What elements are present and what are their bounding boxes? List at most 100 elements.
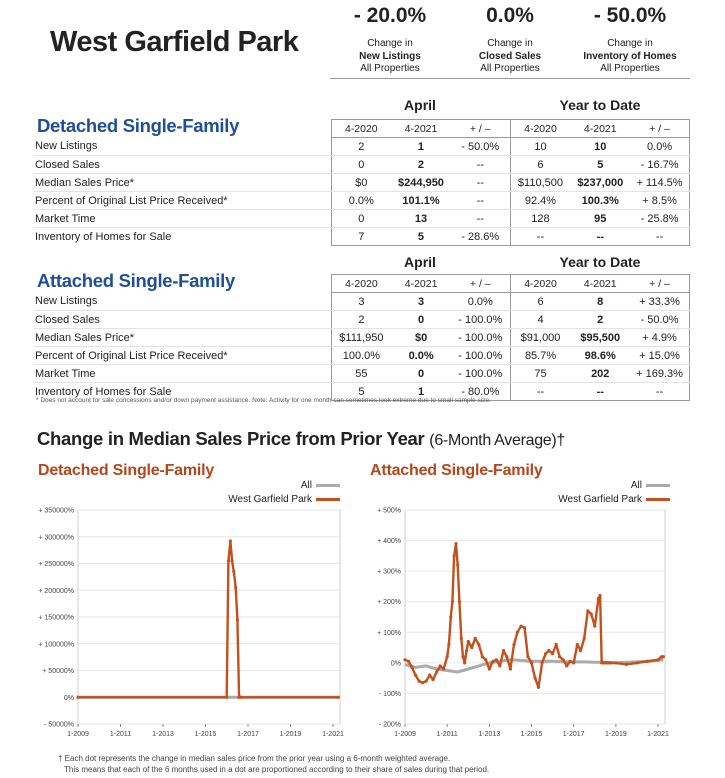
attached-period-ytd: Year to Date: [559, 254, 641, 270]
data-point: [449, 615, 453, 619]
stat-value: - 50.0%: [593, 4, 667, 27]
col-header: + / –: [630, 274, 691, 293]
table-row: Percent of Original List Price Received*…: [34, 346, 691, 365]
cell: 98.6%: [570, 346, 631, 365]
header-spacer: [34, 120, 331, 138]
data-point: [522, 626, 527, 630]
data-point: [463, 661, 467, 665]
data-point: [568, 659, 572, 663]
cell: 0.0%: [391, 346, 451, 365]
data-point: [505, 655, 509, 659]
y-tick-label: + 350000%: [38, 508, 74, 515]
stat-line1: Change in: [367, 38, 413, 49]
cell: $91,000: [509, 328, 571, 347]
data-point: [452, 554, 456, 558]
table-row: Median Sales Price* $111,950 $0 - 100.0%…: [34, 328, 691, 347]
data-point: [225, 695, 229, 699]
data-point: [466, 639, 470, 644]
data-point: [228, 539, 232, 543]
series-line-local: [404, 542, 664, 689]
data-point: [565, 664, 569, 668]
row-label: Market Time: [34, 364, 332, 383]
stat-line3: All Properties: [480, 63, 540, 74]
y-tick-label: + 500%: [377, 508, 401, 515]
legend-swatch: [316, 497, 340, 501]
y-tick-label: + 300000%: [38, 534, 74, 541]
cell: 5: [570, 155, 631, 174]
cell: 3: [391, 292, 451, 311]
cell: + 33.3%: [630, 292, 691, 311]
stat-line2: Closed Sales: [478, 50, 542, 62]
data-point: [480, 655, 484, 659]
data-point: [533, 676, 537, 680]
col-header: 4-2020: [330, 274, 392, 293]
data-point: [498, 664, 502, 668]
cell: $237,000: [570, 173, 631, 192]
cell: 1: [391, 137, 451, 156]
legend-label: West Garfield Park: [558, 493, 642, 505]
cell: 0: [391, 310, 451, 329]
stat-line2: Inventory of Homes: [583, 50, 677, 62]
cell: $0: [391, 328, 451, 347]
header-spacer: [34, 275, 331, 293]
cell: - 100.0%: [450, 364, 511, 383]
row-label: Inventory of Homes for Sale: [35, 230, 172, 243]
data-point: [635, 661, 639, 665]
legend-label: West Garfield Park: [228, 493, 312, 505]
table-row: Inventory of Homes for Sale 5 1 - 80.0% …: [34, 382, 691, 401]
detached-period-month: April: [404, 97, 436, 113]
cell: 8: [570, 292, 631, 311]
cell: + 15.0%: [630, 346, 691, 365]
y-tick-label: + 250000%: [38, 561, 74, 568]
detached-table: 4-2020 4-2021 + / – 4-2020 4-2021 + / – …: [34, 119, 691, 246]
data-point: [544, 652, 548, 656]
cell: --: [450, 191, 511, 210]
footnote-line2: This means that each of the 6 months use…: [64, 765, 490, 774]
stat-line1: Change in: [487, 38, 533, 49]
data-point: [457, 600, 462, 604]
data-point: [420, 681, 425, 685]
cell: $244,950: [391, 173, 451, 192]
cell: - 16.7%: [630, 155, 691, 174]
cell: - 50.0%: [630, 310, 691, 329]
cell: 2: [391, 155, 451, 174]
cell: 1: [391, 382, 451, 401]
col-header: 4-2021: [391, 119, 451, 138]
cell: 0.0%: [630, 137, 691, 156]
attached-period-month: April: [404, 254, 436, 270]
cell: 100.0%: [330, 346, 392, 365]
data-point: [470, 645, 474, 650]
stat-new-listings: - 20.0% Change in New Listings All Prope…: [330, 4, 450, 76]
y-tick-label: 0%: [391, 660, 401, 667]
data-point: [579, 649, 583, 653]
data-point: [232, 569, 236, 574]
data-point: [406, 659, 411, 663]
row-label: Market Time: [34, 209, 331, 228]
x-tick-label: 1-2011: [110, 731, 131, 738]
legend-swatch: [646, 483, 670, 487]
data-point: [596, 597, 600, 601]
data-point: [477, 642, 481, 647]
cell: - 25.8%: [630, 209, 691, 228]
data-point: [529, 661, 534, 665]
x-tick-label: 1-2019: [280, 731, 302, 738]
col-header: + / –: [630, 119, 691, 138]
data-point: [234, 585, 238, 590]
col-header: 4-2020: [330, 119, 392, 138]
col-header: + / –: [450, 119, 511, 138]
x-tick-label: 1-2021: [647, 731, 669, 738]
stat-inventory: - 50.0% Change in Inventory of Homes All…: [570, 4, 690, 76]
x-tick-label: 1-2015: [521, 731, 543, 738]
y-tick-label: - 100%: [379, 691, 401, 698]
legend-label: All: [630, 479, 642, 491]
cell: --: [570, 227, 631, 246]
chart-footnote: † Each dot represents the change in medi…: [58, 753, 489, 775]
table-row: Market Time 55 0 - 100.0% 75 202 + 169.3…: [34, 364, 691, 383]
stat-caption: Change in New Listings All Properties: [330, 38, 450, 76]
data-point: [491, 659, 495, 663]
stat-value: 0.0%: [486, 4, 534, 27]
data-point: [428, 673, 432, 677]
data-point: [589, 612, 593, 616]
data-point: [417, 679, 421, 683]
x-tick-label: 1-2009: [394, 731, 416, 738]
